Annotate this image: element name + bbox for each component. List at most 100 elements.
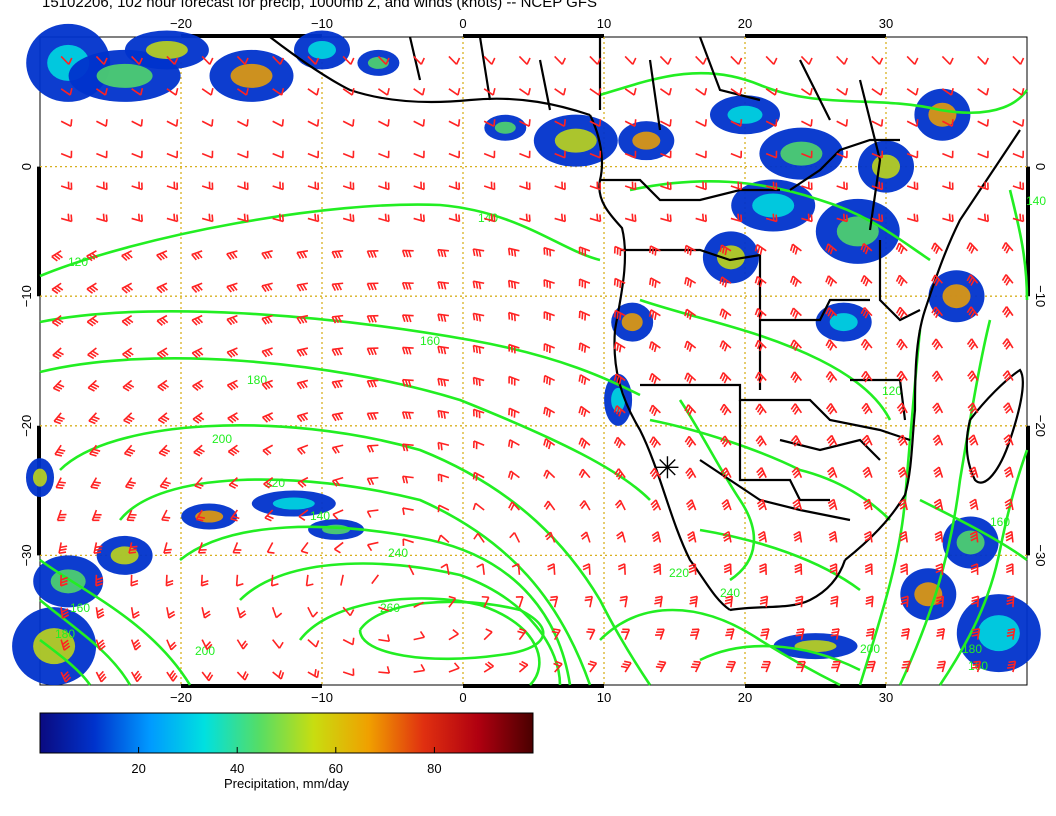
wind-barb-flag — [935, 566, 943, 571]
wind-barb-flag — [1004, 498, 1012, 504]
wind-barb-flag — [1003, 340, 1010, 348]
wind-barb-shaft — [866, 434, 873, 446]
wind-barb — [236, 671, 249, 681]
wind-barb-flag — [754, 308, 759, 316]
wind-barb-flag — [935, 246, 940, 254]
wind-barb — [437, 441, 450, 451]
wind-barb-flag — [654, 280, 657, 288]
wind-barb — [906, 88, 919, 96]
wind-barb — [871, 119, 884, 127]
wind-barb-flag — [719, 340, 724, 348]
wind-barb-flag — [686, 278, 690, 287]
wind-barb-flag — [867, 628, 875, 631]
wind-barb — [723, 563, 732, 575]
wind-barb-flag — [615, 439, 621, 447]
wind-barb-flag — [684, 309, 688, 317]
wind-barb-flag — [761, 628, 769, 631]
wind-barb-shaft — [96, 185, 108, 191]
wind-barb — [688, 563, 697, 575]
wind-barb-flag — [723, 536, 731, 542]
wind-barb-shaft — [60, 55, 70, 65]
wind-barb-shaft — [86, 250, 97, 257]
wind-barb-flag — [404, 444, 409, 452]
wind-barb — [96, 150, 108, 159]
wind-barb-shaft — [757, 339, 767, 349]
wind-barb-flag — [226, 253, 232, 260]
wind-barb-shaft — [579, 342, 591, 349]
wind-barb — [156, 250, 168, 261]
wind-barb-flag — [472, 281, 476, 289]
contour-line — [639, 298, 892, 421]
wind-barb-flag — [619, 281, 622, 289]
wind-barb-shaft — [438, 441, 450, 447]
wind-barb-flag — [169, 641, 176, 648]
wind-barb-flag — [758, 536, 766, 542]
wind-barb — [793, 530, 803, 543]
wind-barb-flag — [933, 437, 940, 444]
wind-barb — [378, 150, 390, 159]
wind-barb-flag — [725, 595, 733, 599]
wind-barb-shaft — [543, 279, 555, 284]
precip-core — [554, 128, 597, 153]
wind-barb-flag — [966, 338, 973, 345]
wind-barb-flag — [261, 318, 267, 325]
wind-barb-flag — [264, 349, 270, 357]
wind-barb-flag — [583, 345, 587, 353]
wind-barb — [826, 466, 838, 479]
wind-barb-shaft — [332, 282, 344, 286]
wind-barb-shaft — [332, 314, 344, 318]
wind-barb-flag — [688, 440, 694, 448]
wind-barb-flag — [620, 595, 628, 599]
wind-barb-flag — [792, 309, 797, 317]
wind-barb — [331, 476, 344, 487]
wind-barb-flag — [686, 470, 693, 477]
precip-core — [942, 284, 971, 309]
wind-barb-shaft — [473, 376, 485, 382]
wind-barb — [307, 668, 320, 679]
wind-barb — [730, 150, 743, 159]
wind-barb-flag — [721, 469, 728, 477]
wind-barb — [685, 467, 697, 480]
wind-barb-flag — [724, 598, 733, 602]
wind-barb-flag — [899, 501, 906, 507]
precip-core — [621, 313, 643, 332]
wind-barb-flag — [756, 467, 763, 474]
wind-barb-flag — [263, 483, 270, 489]
wind-barb-flag — [825, 339, 831, 347]
wind-barb — [58, 542, 68, 555]
wind-barb-shaft — [157, 412, 168, 421]
wind-barb-flag — [968, 276, 974, 284]
wind-barb-shaft — [765, 628, 770, 640]
wind-barb-shaft — [905, 531, 908, 543]
wind-barb-flag — [452, 629, 459, 635]
wind-barb-shaft — [60, 671, 67, 683]
wind-barb-flag — [1007, 663, 1015, 666]
wind-barb-flag — [970, 533, 978, 539]
wind-barb — [578, 246, 591, 257]
wind-barb-shaft — [695, 55, 704, 65]
wind-barb-shaft — [402, 378, 414, 382]
wind-barb-flag — [723, 533, 730, 539]
wind-barb-shaft — [936, 370, 944, 381]
wind-barb-flag — [774, 88, 778, 96]
wind-barb-flag — [352, 214, 355, 222]
wind-barb-flag — [969, 501, 977, 507]
wind-barb-shaft — [518, 88, 529, 96]
wind-barb-flag — [525, 213, 528, 221]
wind-barb-shaft — [624, 217, 636, 223]
wind-barb — [272, 55, 284, 65]
wind-barb-flag — [792, 498, 799, 505]
wind-barb-flag — [478, 282, 482, 290]
wind-barb-flag — [899, 472, 907, 478]
wind-barb — [166, 88, 179, 96]
wind-barb-flag — [793, 530, 801, 536]
wind-barb-flag — [654, 248, 657, 256]
wind-barb — [941, 88, 954, 96]
wind-barb-flag — [455, 213, 458, 221]
wind-barb — [649, 467, 662, 480]
wind-barb-flag — [553, 628, 561, 631]
wind-barb-flag — [51, 288, 59, 295]
wind-barb-flag — [299, 349, 305, 357]
wind-barb-shaft — [473, 280, 485, 285]
wind-barb-flag — [261, 350, 268, 358]
